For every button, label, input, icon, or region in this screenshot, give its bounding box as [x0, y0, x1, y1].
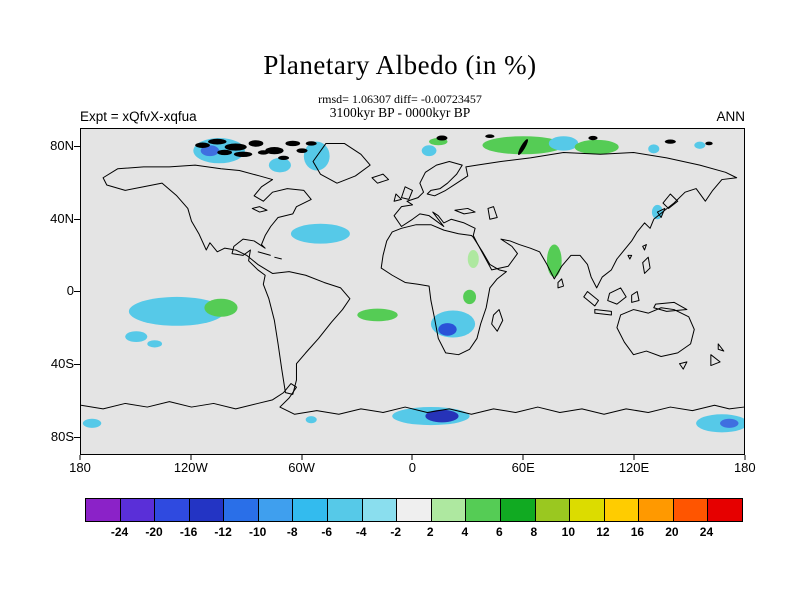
colorbar-tick-label: 8: [530, 525, 538, 539]
anomaly-region: [147, 340, 163, 348]
colorbar-segment: [638, 499, 673, 521]
coastline-antarctica: [81, 383, 744, 415]
colorbar-tick-label: -16: [179, 525, 198, 539]
arctic-islands: [195, 134, 713, 161]
colorbar-tick-label: -10: [248, 525, 267, 539]
colorbar-tick-label: 12: [596, 525, 610, 539]
anomaly-region: [694, 141, 706, 149]
anomaly-region: [82, 418, 102, 428]
x-tick-label: 120W: [173, 460, 208, 475]
coastline-british-isles: [393, 186, 414, 202]
anomaly-region: [204, 298, 238, 317]
colorbar-segment: [86, 499, 120, 521]
anomaly-region: [546, 244, 562, 278]
anomaly-region: [125, 331, 148, 343]
rmsd-diff-stats: rmsd= 1.06307 diff= -0.00723457: [318, 92, 482, 106]
colorbar-segment: [292, 499, 328, 521]
x-tick-label: 0: [408, 460, 417, 475]
coastline-iceland: [371, 173, 390, 184]
coastline-americas: [102, 164, 351, 395]
coastline-africa: [380, 224, 507, 356]
colorbar-segment: [707, 499, 742, 521]
colorbar-tick-label: 24: [699, 525, 714, 539]
anomaly-region: [128, 296, 225, 326]
anomaly-region: [548, 136, 579, 151]
map-svg: [81, 134, 744, 433]
colorbar-tick-label: -12: [214, 525, 232, 539]
colorbar-segment: [119, 499, 155, 521]
colorbar-segment: [430, 499, 466, 521]
coastline-se-asia-islands: [557, 193, 688, 316]
anomaly-region: [290, 223, 350, 244]
coastlines: [81, 142, 744, 415]
colorbar-segment: [569, 499, 604, 521]
colorbar: [85, 498, 743, 522]
season-label: ANN: [716, 109, 745, 124]
x-tick-label: 60E: [511, 460, 535, 475]
colorbar-segment: [361, 499, 397, 521]
coastline-eurasia: [393, 151, 738, 289]
colorbar-tick-label: 16: [630, 525, 645, 539]
colorbar-segment: [327, 499, 362, 521]
anomaly-region: [421, 145, 437, 157]
colorbar-tick-label: 6: [495, 525, 503, 539]
anomaly-region: [463, 289, 477, 305]
colorbar-segment: [188, 499, 224, 521]
colorbar-segment: [154, 499, 189, 521]
colorbar-tick-label: -24: [110, 525, 129, 539]
coastline-australia: [616, 307, 725, 370]
y-tick-label: 40S: [50, 356, 74, 371]
anomaly-region: [438, 323, 457, 336]
colorbar-labels: -24 -20 -16 -12 -10 -8 -6 -4 -2 2 4 6 8 …: [85, 525, 741, 541]
colorbar-segment: [465, 499, 500, 521]
colorbar-tick-label: 10: [561, 525, 576, 539]
x-tick-label: 180: [733, 460, 756, 475]
anomaly-region: [425, 409, 459, 423]
coastline-inland-seas: [251, 206, 498, 260]
anomaly-region: [305, 416, 317, 424]
anomaly-region: [200, 145, 220, 157]
period-subtitle: 3100kyr BP - 0000kyr BP: [329, 105, 471, 120]
colorbar-tick-label: -20: [145, 525, 163, 539]
anomaly-patches: [82, 136, 744, 433]
colorbar-tick-label: 4: [461, 525, 469, 539]
anomaly-region: [268, 157, 291, 173]
x-tick-label: 60W: [288, 460, 315, 475]
y-tick-label: 80S: [50, 429, 74, 444]
x-tick-label: 180: [69, 460, 91, 475]
colorbar-segment: [534, 499, 570, 521]
y-tick-label: 0: [66, 283, 74, 298]
anomaly-region: [467, 249, 479, 269]
x-tick-label: 120E: [618, 460, 650, 475]
colorbar-tick-label: -2: [390, 525, 402, 539]
colorbar-segment: [396, 499, 431, 521]
anomaly-region: [574, 139, 619, 155]
colorbar-segment: [672, 499, 708, 521]
y-tick-label: 40N: [50, 211, 74, 226]
colorbar-segment: [257, 499, 293, 521]
coastline-greenland: [312, 142, 371, 184]
colorbar-segment: [223, 499, 258, 521]
anomaly-region: [648, 144, 660, 154]
plot-title: Planetary Albedo (in %): [263, 50, 537, 80]
colorbar-tick-label: -8: [286, 525, 298, 539]
world-map: [80, 128, 745, 455]
colorbar-tick-label: 20: [665, 525, 679, 539]
coastline-madagascar: [491, 309, 504, 332]
colorbar-segment: [603, 499, 639, 521]
colorbar-tick-label: -4: [355, 525, 367, 539]
y-tick-label: 80N: [50, 138, 74, 153]
colorbar-segment: [499, 499, 535, 521]
anomaly-region: [720, 418, 739, 428]
experiment-label: Expt = xQfvX-xqfua: [80, 109, 197, 124]
colorbar-tick-label: 2: [426, 525, 434, 539]
colorbar-tick-label: -6: [321, 525, 333, 539]
anomaly-region: [357, 308, 398, 322]
